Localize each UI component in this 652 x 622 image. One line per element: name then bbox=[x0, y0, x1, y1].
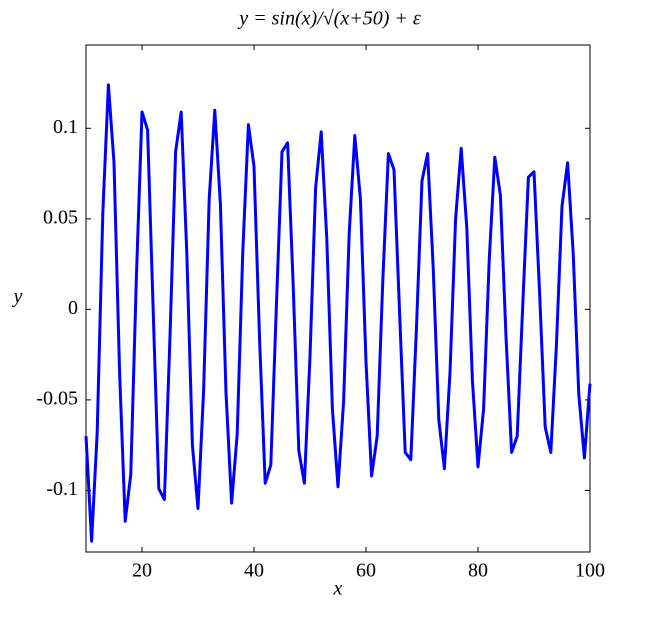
y-tick-label: -0.05 bbox=[36, 387, 78, 409]
y-tick-label: 0 bbox=[68, 297, 78, 319]
y-tick-label: 0.1 bbox=[53, 116, 78, 138]
x-tick-label: 100 bbox=[575, 560, 605, 582]
x-axis-label: x bbox=[333, 578, 343, 600]
chart-title: y = sin(x)/√(x+50) + ε bbox=[237, 8, 421, 30]
y-tick-label: -0.1 bbox=[46, 478, 78, 500]
x-tick-label: 20 bbox=[132, 560, 152, 582]
x-tick-label: 60 bbox=[356, 560, 376, 582]
plot-frame bbox=[85, 44, 591, 553]
x-tick-label: 40 bbox=[244, 560, 264, 582]
y-axis-label: y bbox=[12, 286, 23, 308]
y-tick-label: 0.05 bbox=[43, 206, 78, 228]
x-tick-label: 80 bbox=[468, 560, 488, 582]
data-line bbox=[84, 83, 592, 543]
